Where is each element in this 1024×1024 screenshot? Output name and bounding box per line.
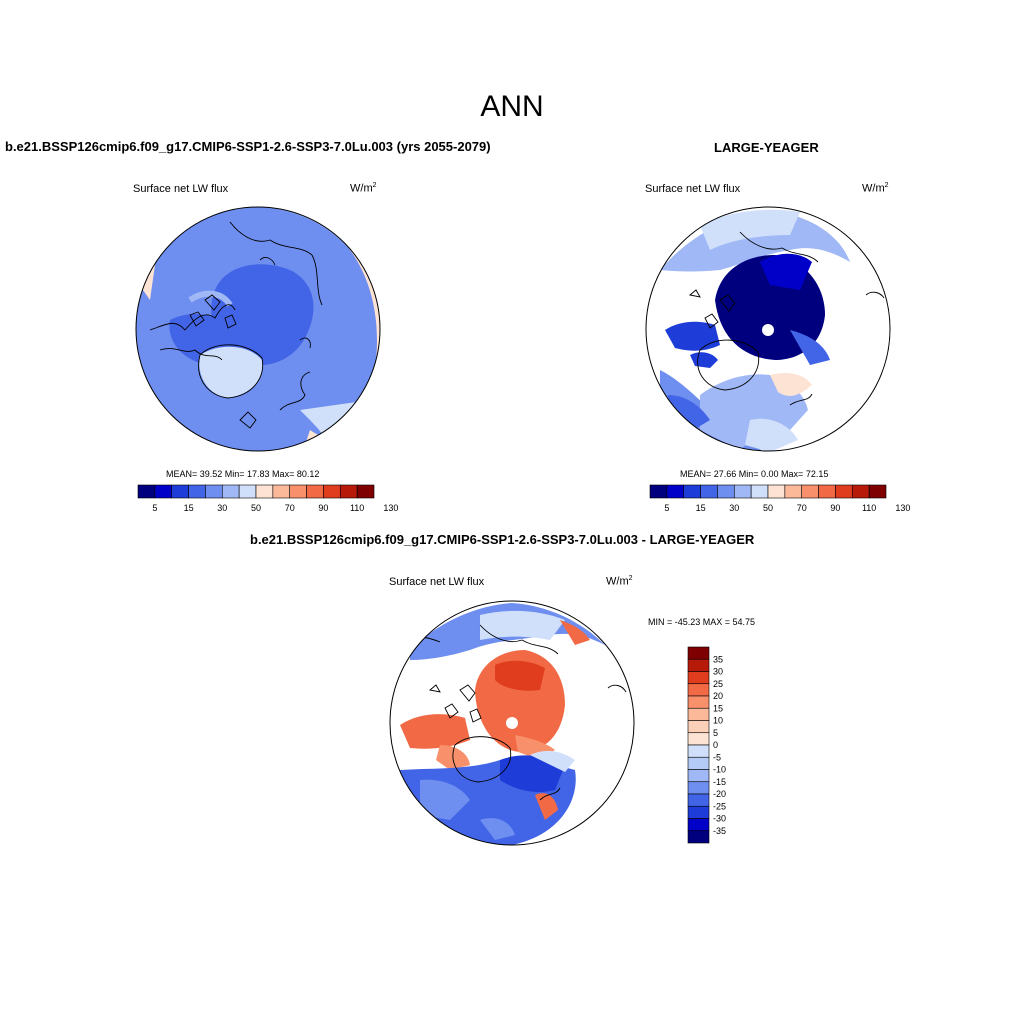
panel3-colorbar-tick-label: 35 <box>713 654 723 664</box>
panel1-colorbar: 5 15 30 50 70 90 110 130 <box>137 484 398 513</box>
panel1-colorbar-tick-label: 5 <box>152 503 157 513</box>
panel3-colorbar-box <box>687 805 710 819</box>
panel1-colorbar-tick-label: 50 <box>251 503 261 513</box>
panel3-colorbar-tick-label: -10 <box>713 765 726 775</box>
panel1-stats: MEAN= 39.52 Min= 17.83 Max= 80.12 <box>166 469 320 479</box>
panel1-colorbar-box <box>272 484 291 499</box>
panel3-title: b.e21.BSSP126cmip6.f09_g17.CMIP6-SSP1-2.… <box>250 532 755 547</box>
panel3-colorbar-box <box>687 818 710 832</box>
panel1-colorbar-box <box>356 484 375 499</box>
panel3-colorbar: 35 30 25 20 15 10 5 0 -5 -10 -15 -20 -25 -30 -35 <box>687 646 726 844</box>
panel1-colorbar-box <box>238 484 257 499</box>
panel1-variable: Surface net LW flux <box>133 183 229 195</box>
panel2-colorbar-tick-label: 110 <box>862 503 876 513</box>
panel2-colorbar-box <box>851 484 870 499</box>
panel1-colorbar-box <box>171 484 189 499</box>
panel3-colorbar-box <box>687 830 710 844</box>
panel1-colorbar-box <box>289 484 307 499</box>
panel3-map <box>389 600 635 846</box>
panel3-colorbar-box <box>687 781 710 795</box>
panel3-colorbar-box <box>687 793 710 807</box>
panel2-colorbar-tick-label: 90 <box>830 503 840 513</box>
panel3-colorbar-box <box>687 756 710 770</box>
panel3-colorbar-box <box>687 720 710 734</box>
panel1-colorbar-box <box>339 484 358 499</box>
panel2-colorbar-tick-label: 50 <box>763 503 773 513</box>
panel3-colorbar-tick-label: 15 <box>713 703 723 713</box>
panel2-colorbar-box <box>767 484 786 499</box>
panel2-colorbar-box <box>818 484 836 499</box>
panel2-colorbar-tick-label: 70 <box>797 503 807 513</box>
panel2-colorbar-tick-label: 30 <box>729 503 739 513</box>
panel2-colorbar: 5 15 30 50 70 90 110 130 <box>649 484 910 513</box>
panel2-colorbar-box <box>835 484 853 499</box>
panel3-colorbar-box <box>687 683 710 697</box>
panel1-colorbar-box <box>205 484 223 499</box>
panel1-colorbar-tick-label: 30 <box>217 503 227 513</box>
panel3-colorbar-tick-label: 5 <box>713 728 718 738</box>
panel3-colorbar-box <box>687 744 710 758</box>
panel3-colorbar-box <box>687 732 710 746</box>
panel1-map <box>135 206 381 452</box>
panel3-colorbar-tick-label: -30 <box>713 814 726 824</box>
panel2-colorbar-box <box>683 484 701 499</box>
panel2-units: W/m2 <box>862 182 889 195</box>
panel2-stats: MEAN= 27.66 Min= 0.00 Max= 72.15 <box>680 469 829 479</box>
panel3-variable: Surface net LW flux <box>389 576 485 588</box>
panel1-colorbar-box <box>221 484 240 499</box>
panel3-colorbar-tick-label: -15 <box>713 777 726 787</box>
panel3-colorbar-box <box>687 646 710 660</box>
panel2-colorbar-box <box>801 484 819 499</box>
panel2-colorbar-box <box>784 484 803 499</box>
panel2-colorbar-tick-label: 5 <box>664 503 669 513</box>
panel2-colorbar-box <box>666 484 685 499</box>
panel3-stats: MIN = -45.23 MAX = 54.75 <box>648 617 756 627</box>
panel3-colorbar-tick-label: 30 <box>713 667 723 677</box>
panel2-colorbar-tick-label: 130 <box>895 503 910 513</box>
panel1-colorbar-tick-label: 70 <box>285 503 295 513</box>
panel3-colorbar-tick-label: 25 <box>713 679 723 689</box>
panel3-colorbar-tick-label: 10 <box>713 716 723 726</box>
panel1-colorbar-box <box>306 484 324 499</box>
panel3-colorbar-box <box>687 695 710 709</box>
panel1-colorbar-box <box>323 484 341 499</box>
panel1-colorbar-box <box>255 484 274 499</box>
panel2-colorbar-box <box>649 484 668 499</box>
panel2-title: LARGE-YEAGER <box>714 140 819 155</box>
panel1-colorbar-box <box>137 484 156 499</box>
panel3-colorbar-tick-label: 0 <box>713 740 718 750</box>
panel3-colorbar-tick-label: -25 <box>713 801 726 811</box>
panel3-colorbar-box <box>687 671 710 685</box>
panel3-colorbar-box <box>687 658 710 672</box>
panel1-colorbar-tick-label: 110 <box>350 503 364 513</box>
panel3-units: W/m2 <box>606 575 633 588</box>
panel3-colorbar-tick-label: -5 <box>713 752 721 762</box>
panel2-colorbar-box <box>700 484 718 499</box>
panel3-colorbar-box <box>687 707 710 721</box>
panel1-colorbar-box <box>154 484 173 499</box>
panel2-variable: Surface net LW flux <box>645 183 741 195</box>
panel1-units: W/m2 <box>350 182 377 195</box>
panel2-colorbar-box <box>733 484 752 499</box>
panel1-colorbar-box <box>188 484 206 499</box>
panel3-colorbar-tick-label: -35 <box>713 826 726 836</box>
figure-title: ANN <box>480 90 544 123</box>
panel2-colorbar-box <box>717 484 735 499</box>
panel3-colorbar-tick-label: 20 <box>713 691 723 701</box>
panel1-title: b.e21.BSSP126cmip6.f09_g17.CMIP6-SSP1-2.… <box>5 139 491 154</box>
panel2-colorbar-box <box>868 484 887 499</box>
panel3-colorbar-box <box>687 769 710 783</box>
panel1-colorbar-tick-label: 90 <box>318 503 328 513</box>
panel2-colorbar-box <box>750 484 769 499</box>
panel2-colorbar-tick-label: 15 <box>696 503 706 513</box>
panel1-colorbar-tick-label: 130 <box>383 503 398 513</box>
panel1-colorbar-tick-label: 15 <box>184 503 194 513</box>
panel3-colorbar-tick-label: -20 <box>713 789 726 799</box>
panel2-map <box>645 206 891 452</box>
